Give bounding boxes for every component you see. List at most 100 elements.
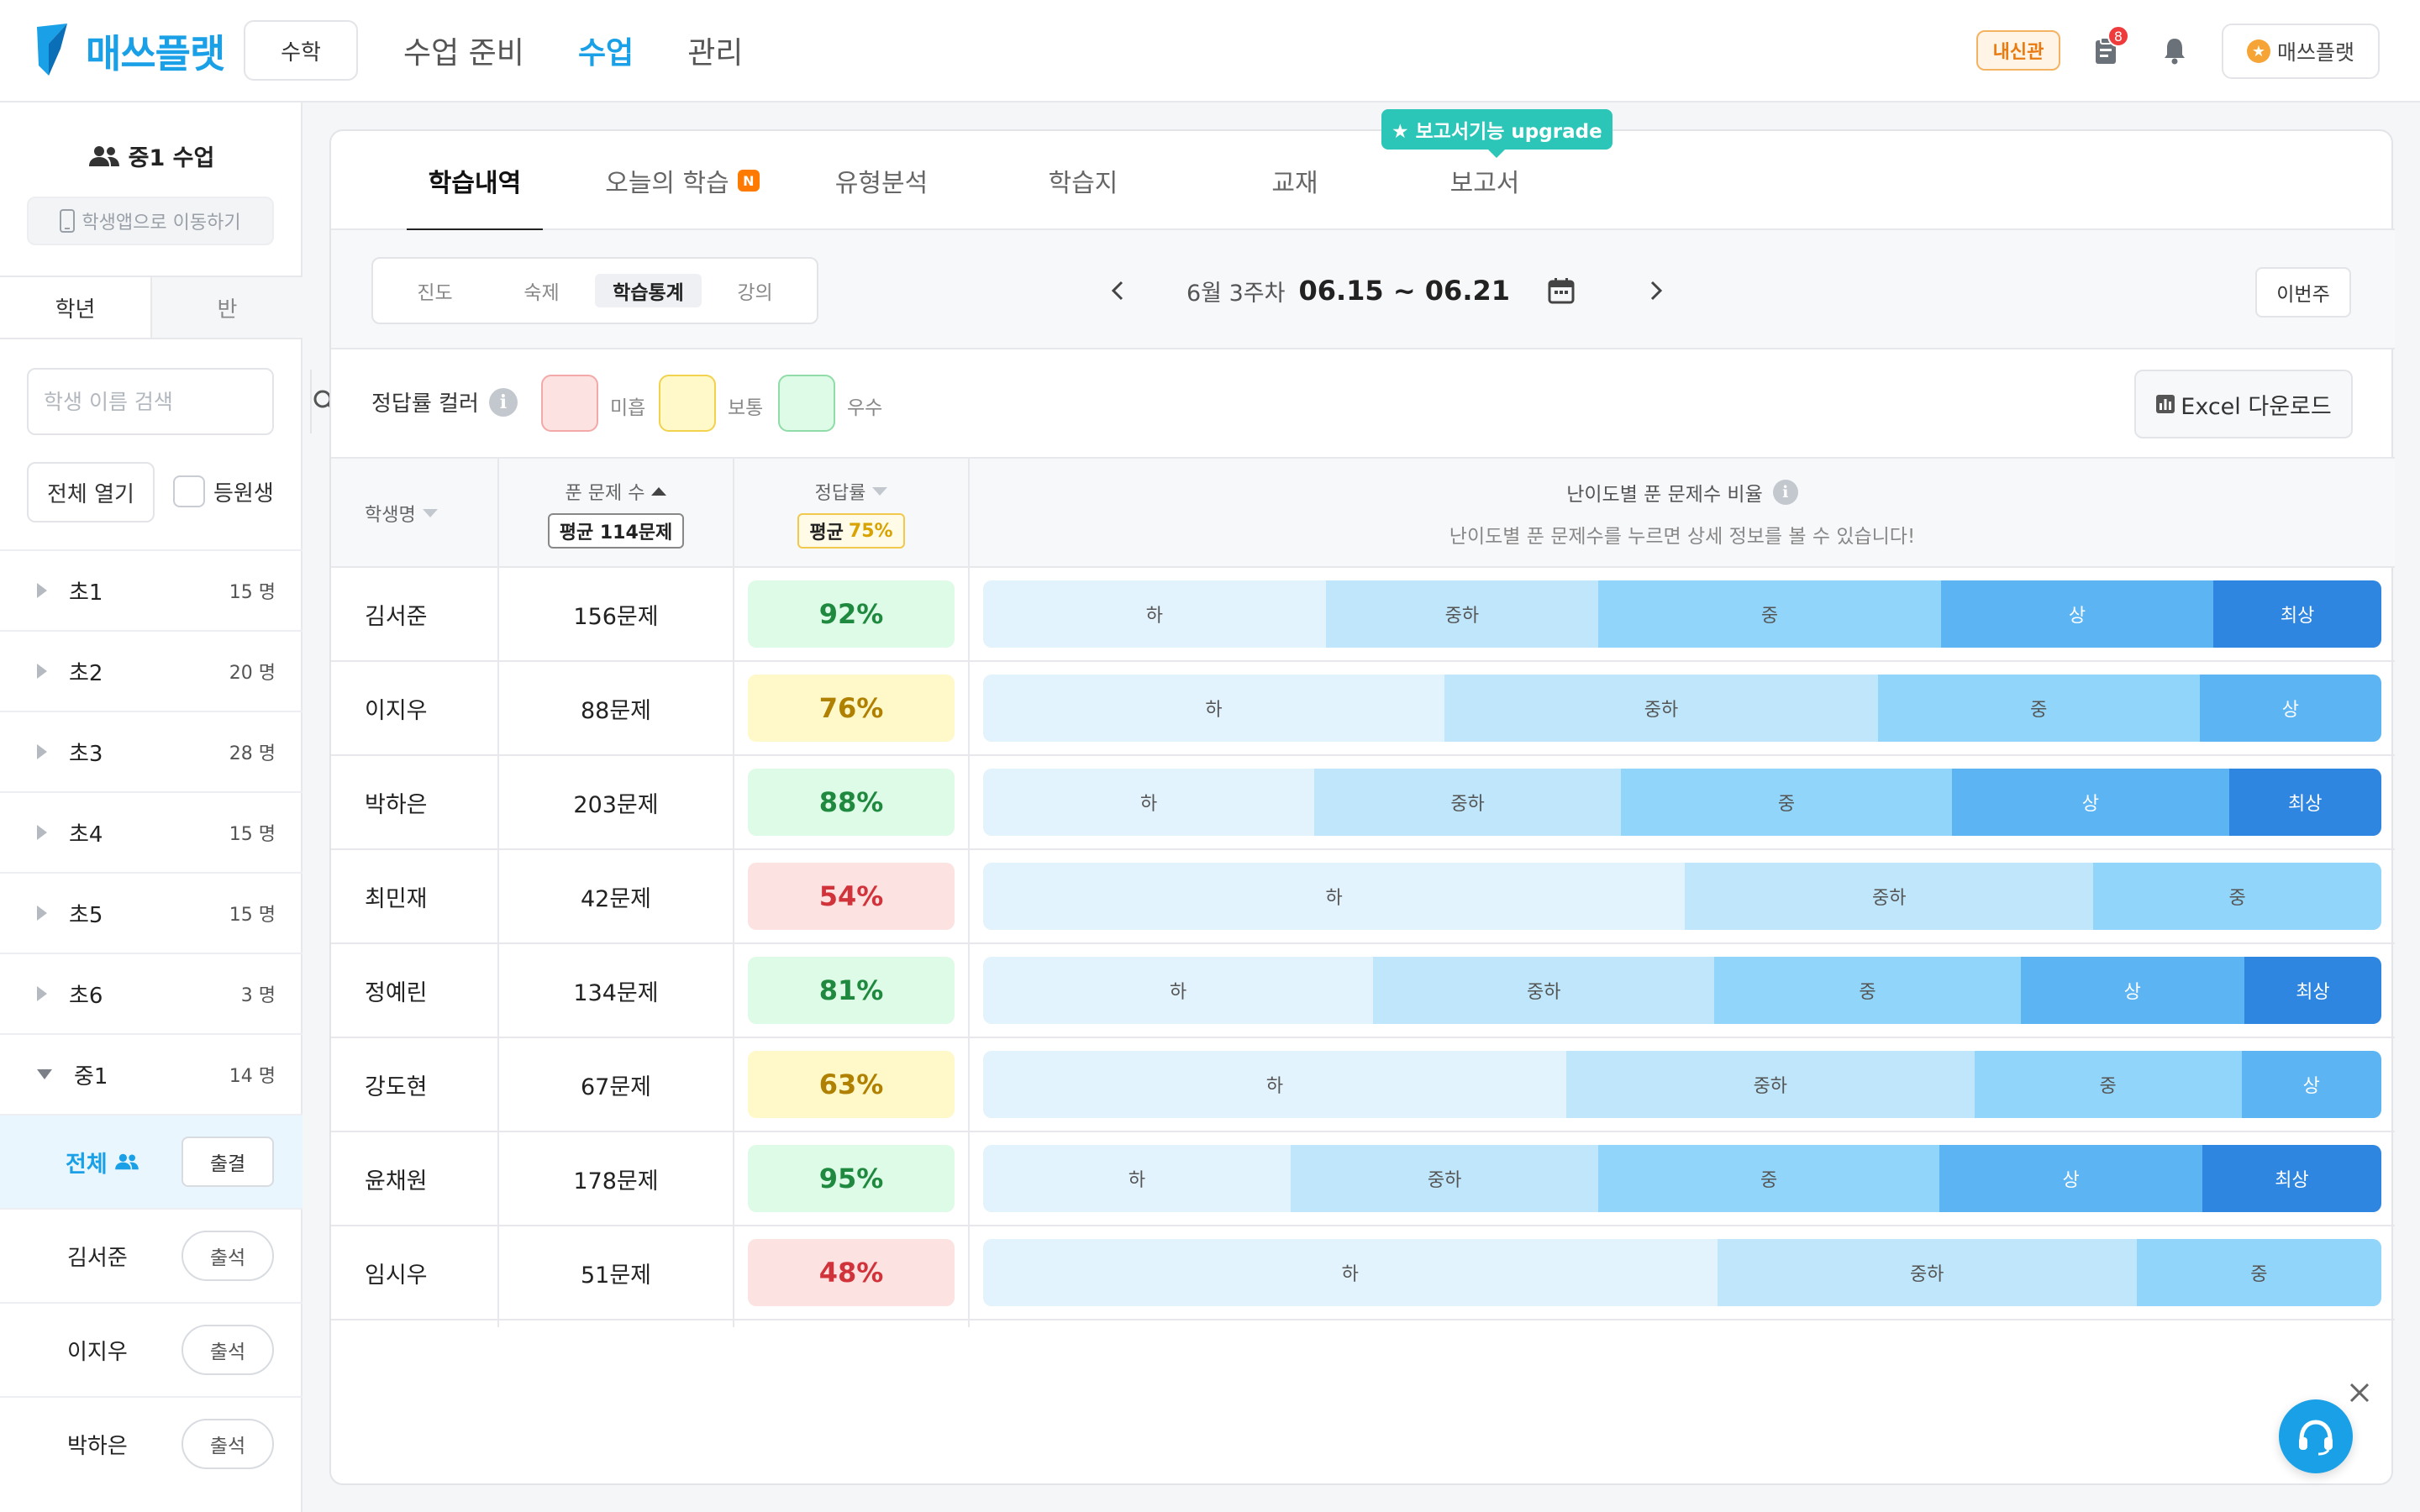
difficulty-segment[interactable]: 최상 bbox=[2202, 1145, 2381, 1212]
support-chat-button[interactable] bbox=[2279, 1399, 2353, 1473]
grade-item[interactable]: 초2 20 명 bbox=[0, 630, 302, 711]
grade-item[interactable]: 초6 3 명 bbox=[0, 953, 302, 1033]
table-row[interactable]: 윤채원 178문제 95% 하 중하 중 상 최상 bbox=[331, 1132, 2395, 1226]
difficulty-segment[interactable]: 중하 bbox=[1717, 1239, 2137, 1306]
segment-homework[interactable]: 숙제 bbox=[523, 282, 560, 304]
difficulty-segment[interactable]: 상 bbox=[1952, 769, 2229, 836]
tab-type-analysis[interactable]: 유형분석 bbox=[834, 169, 929, 198]
bell-icon[interactable] bbox=[2158, 34, 2191, 67]
profile-label: 매쓰플랫 bbox=[2276, 40, 2354, 65]
difficulty-segment[interactable]: 하 bbox=[983, 769, 1315, 836]
attendance-button[interactable]: 출석 bbox=[182, 1325, 274, 1375]
difficulty-segment[interactable]: 중하 bbox=[1565, 1051, 1975, 1118]
attendance-button[interactable]: 출석 bbox=[182, 1419, 274, 1469]
difficulty-segment[interactable]: 상 bbox=[2020, 957, 2244, 1024]
difficulty-distribution-cell: 하 중하 중 상 최상 bbox=[970, 944, 2395, 1037]
bulk-attendance-button[interactable]: 출결 bbox=[182, 1137, 274, 1187]
difficulty-segment[interactable]: 중 bbox=[1877, 675, 2200, 742]
grade-item-expanded[interactable]: 중1 14 명 bbox=[0, 1033, 302, 1114]
chevron-left-icon[interactable] bbox=[1107, 277, 1128, 304]
sidebar: 중1 수업 학생앱으로 이동하기 학년 반 전체 열기 등원생 초1 15 명 bbox=[0, 102, 337, 1512]
table-row[interactable]: 이지우 88문제 76% 하 중하 중 상 bbox=[331, 662, 2395, 756]
tab-report[interactable]: 보고서 bbox=[1449, 169, 1520, 198]
nav-class[interactable]: 수업 bbox=[577, 36, 634, 71]
difficulty-segment[interactable]: 하 bbox=[983, 957, 1374, 1024]
student-item[interactable]: 이지우 출석 bbox=[0, 1302, 302, 1396]
tab-grade[interactable]: 학년 bbox=[55, 297, 96, 323]
tab-textbook[interactable]: 교재 bbox=[1271, 169, 1318, 198]
grade-item[interactable]: 초3 28 명 bbox=[0, 711, 302, 791]
difficulty-segment[interactable]: 최상 bbox=[2228, 769, 2381, 836]
all-students-row[interactable]: 전체 출결 bbox=[0, 1114, 302, 1208]
difficulty-segment[interactable]: 상 bbox=[2241, 1051, 2381, 1118]
difficulty-segment[interactable]: 중하 bbox=[1291, 1145, 1599, 1212]
difficulty-segment[interactable]: 하 bbox=[983, 580, 1326, 648]
student-item[interactable]: 박하은 출석 bbox=[0, 1396, 302, 1490]
difficulty-segment[interactable]: 중하 bbox=[1325, 580, 1599, 648]
grade-item[interactable]: 초4 15 명 bbox=[0, 791, 302, 872]
calendar-icon[interactable] bbox=[1547, 276, 1576, 305]
difficulty-segment[interactable]: 중하 bbox=[1373, 957, 1715, 1024]
grade-item[interactable]: 초1 15 명 bbox=[0, 549, 302, 630]
table-row[interactable]: 박하은 203문제 88% 하 중하 중 상 최상 bbox=[331, 756, 2395, 850]
student-app-button[interactable]: 학생앱으로 이동하기 bbox=[27, 197, 274, 245]
table-row[interactable]: 최민재 42문제 54% 하 중하 중 bbox=[331, 850, 2395, 944]
difficulty-segment[interactable]: 상 bbox=[1940, 580, 2214, 648]
close-icon[interactable] bbox=[2344, 1378, 2375, 1408]
difficulty-segment[interactable]: 하 bbox=[983, 863, 1686, 930]
difficulty-segment[interactable]: 하 bbox=[983, 1239, 1718, 1306]
difficulty-segment[interactable]: 중 bbox=[1598, 1145, 1940, 1212]
tab-worksheet[interactable]: 학습지 bbox=[1048, 169, 1118, 198]
difficulty-segment[interactable]: 최상 bbox=[2213, 580, 2381, 648]
attendance-button[interactable]: 출석 bbox=[182, 1231, 274, 1281]
difficulty-segment[interactable]: 하 bbox=[983, 1145, 1292, 1212]
table-row[interactable]: 김서준 156문제 92% 하 중하 중 상 최상 bbox=[331, 568, 2395, 662]
tab-learning-history[interactable]: 학습내역 bbox=[407, 131, 543, 232]
difficulty-segment[interactable]: 하 bbox=[983, 1051, 1566, 1118]
enrolled-filter[interactable]: 등원생 bbox=[173, 475, 274, 507]
difficulty-segment[interactable]: 상 bbox=[2199, 675, 2381, 742]
subject-selector[interactable]: 수학 bbox=[244, 20, 358, 81]
naesin-badge[interactable]: 내신관 bbox=[1976, 30, 2060, 71]
accuracy-cell: 54% bbox=[734, 850, 970, 942]
nav-class-prep[interactable]: 수업 준비 bbox=[403, 36, 524, 71]
info-icon[interactable]: i bbox=[1772, 480, 1798, 505]
profile-button[interactable]: ★ 매쓰플랫 bbox=[2222, 24, 2380, 79]
difficulty-segment[interactable]: 최상 bbox=[2244, 957, 2381, 1024]
difficulty-segment[interactable]: 하 bbox=[983, 675, 1445, 742]
report-upgrade-tooltip[interactable]: ★ 보고서기능 upgrade bbox=[1381, 109, 1612, 158]
column-student-name[interactable]: 학생명 bbox=[331, 459, 499, 568]
difficulty-segment[interactable]: 중하 bbox=[1444, 675, 1878, 742]
difficulty-segment[interactable]: 중 bbox=[1620, 769, 1953, 836]
table-row[interactable]: 임시우 51문제 48% 하 중하 중 bbox=[331, 1226, 2395, 1320]
chevron-right-icon[interactable] bbox=[1646, 277, 1666, 304]
enrolled-checkbox[interactable] bbox=[173, 475, 205, 507]
difficulty-segment[interactable]: 중 bbox=[2093, 863, 2381, 930]
app-logo[interactable]: 매쓰플랫 bbox=[37, 22, 225, 81]
column-solved-count[interactable]: 푼 문제 수 평균 114문제 bbox=[499, 459, 734, 568]
table-row[interactable]: 정예린 134문제 81% 하 중하 중 상 최상 bbox=[331, 944, 2395, 1038]
grade-item[interactable]: 초5 15 명 bbox=[0, 872, 302, 953]
nav-manage[interactable]: 관리 bbox=[687, 36, 744, 71]
search-input[interactable] bbox=[29, 370, 310, 433]
tab-today-learning[interactable]: 오늘의 학습 N bbox=[593, 131, 771, 230]
column-accuracy[interactable]: 정답률 평균 75% bbox=[734, 459, 970, 568]
tab-class[interactable]: 반 bbox=[150, 277, 302, 338]
segment-progress[interactable]: 진도 bbox=[417, 282, 453, 304]
excel-download-button[interactable]: Excel 다운로드 bbox=[2134, 370, 2353, 438]
this-week-button[interactable]: 이번주 bbox=[2255, 267, 2351, 318]
student-item[interactable]: 김서준 출석 bbox=[0, 1208, 302, 1302]
expand-all-button[interactable]: 전체 열기 bbox=[27, 462, 155, 522]
difficulty-segment[interactable]: 중 bbox=[1598, 580, 1941, 648]
segment-stats[interactable]: 학습통계 bbox=[595, 274, 702, 307]
difficulty-segment[interactable]: 중하 bbox=[1314, 769, 1621, 836]
accuracy-pill: 48% bbox=[748, 1239, 955, 1306]
difficulty-segment[interactable]: 중 bbox=[1714, 957, 2021, 1024]
difficulty-segment[interactable]: 중 bbox=[2136, 1239, 2381, 1306]
difficulty-segment[interactable]: 중하 bbox=[1685, 863, 2094, 930]
difficulty-segment[interactable]: 중 bbox=[1974, 1051, 2242, 1118]
difficulty-segment[interactable]: 상 bbox=[1939, 1145, 2202, 1212]
info-icon[interactable]: i bbox=[488, 387, 518, 417]
table-row[interactable]: 강도현 67문제 63% 하 중하 중 상 bbox=[331, 1038, 2395, 1132]
segment-lecture[interactable]: 강의 bbox=[737, 282, 773, 304]
